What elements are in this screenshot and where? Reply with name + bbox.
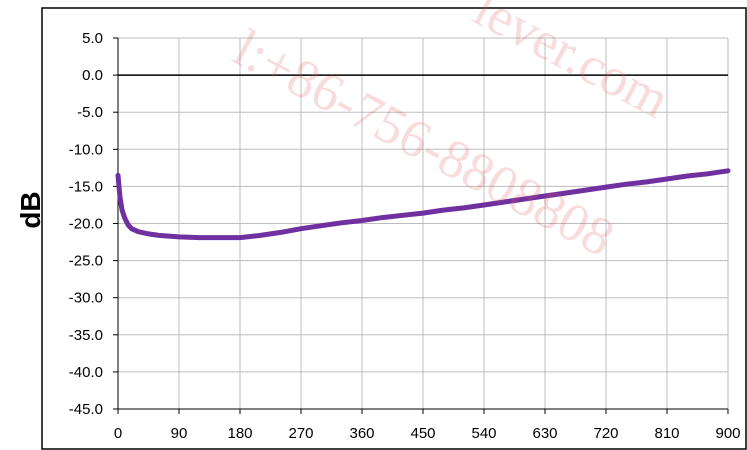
series-layer: [115, 168, 731, 241]
x-tick-label: 0: [114, 425, 122, 442]
y-tick-label: -35.0: [69, 327, 103, 344]
series-line: [115, 168, 731, 241]
x-tick-label: 630: [532, 425, 557, 442]
y-axis-title: dB: [15, 191, 46, 228]
y-tick-label: -15.0: [69, 178, 103, 195]
x-tick-label: 540: [471, 425, 496, 442]
tick-labels: 0 90 180 270 360 450 540 630 720 810 900 5.0 0.0 -5.0…: [69, 30, 741, 442]
y-tick-label: -25.0: [69, 253, 103, 270]
y-tick-label: -20.0: [69, 216, 103, 233]
y-tick-label: -40.0: [69, 364, 103, 381]
y-tick-label: 5.0: [82, 30, 103, 47]
y-tick-label: -30.0: [69, 290, 103, 307]
axes: [41, 7, 747, 450]
x-tick-label: 450: [410, 425, 435, 442]
y-tick-label: -5.0: [77, 104, 103, 121]
y-tick-label: 0.0: [82, 67, 103, 84]
x-tick-label: 90: [171, 425, 188, 442]
x-tick-label: 180: [227, 425, 252, 442]
x-tick-label: 720: [593, 425, 618, 442]
x-tick-label: 270: [288, 425, 313, 442]
x-tick-label: 900: [715, 425, 740, 442]
y-tick-label: -10.0: [69, 141, 103, 158]
x-tick-label: 360: [349, 425, 374, 442]
chart-frame: [41, 7, 747, 450]
y-tick-label: -45.0: [69, 401, 103, 418]
x-tick-label: 810: [654, 425, 679, 442]
